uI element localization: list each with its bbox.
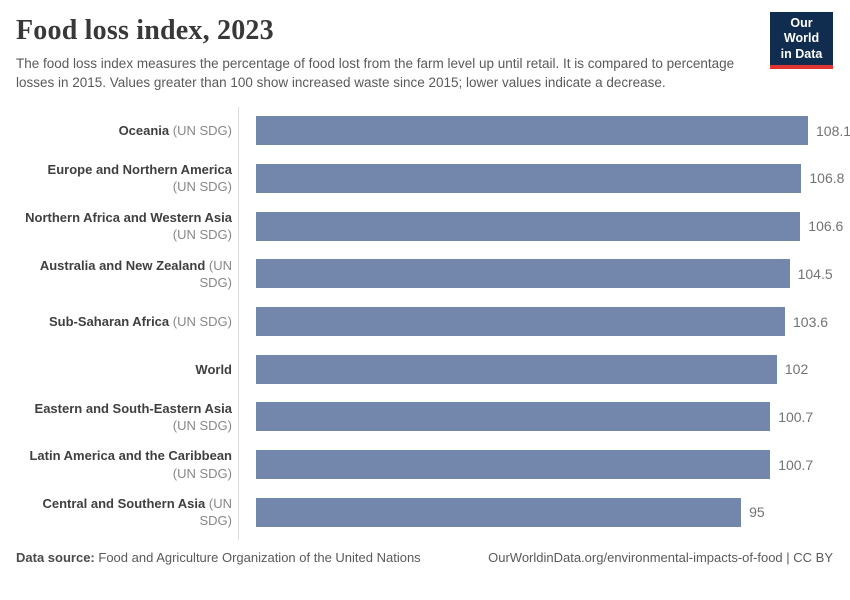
entity-label: Australia and New Zealand (UN SDG) [16, 257, 232, 291]
credit-link[interactable]: OurWorldinData.org/environmental-impacts… [488, 549, 833, 565]
bar-track: 100.7 [232, 402, 833, 432]
bar-track: 106.8 [232, 163, 845, 193]
bar-row: Australia and New Zealand (UN SDG) 104.5 [16, 250, 833, 298]
entity-label: Northern Africa and Western Asia (UN SDG) [16, 209, 232, 243]
entity-label: Central and Southern Asia (UN SDG) [16, 495, 232, 529]
value-label: 100.7 [778, 456, 814, 473]
bar-row: Northern Africa and Western Asia (UN SDG)… [16, 202, 843, 250]
bar-track: 104.5 [232, 259, 833, 289]
bar-track: 108.1 [232, 116, 850, 146]
entity-suffix: (UN SDG) [199, 496, 233, 529]
entity-label: Eastern and South-Eastern Asia (UN SDG) [16, 400, 232, 434]
bar[interactable] [256, 211, 801, 241]
entity-label: Latin America and the Caribbean (UN SDG) [16, 447, 232, 481]
entity-label: Europe and Northern America (UN SDG) [16, 161, 232, 195]
y-axis-line [238, 106, 239, 540]
bar-row: World 102 [16, 345, 833, 393]
entity-suffix: (UN SDG) [172, 417, 232, 433]
bar-track: 103.6 [232, 307, 833, 336]
entity-suffix: (UN SDG) [172, 313, 232, 329]
bar-rows: Oceania (UN SDG) 108.1 Europe and Northern… [16, 107, 850, 536]
data-source: Data source: Food and Agriculture Organi… [16, 550, 421, 565]
chart-footer: Data source: Food and Agriculture Organi… [16, 550, 833, 565]
value-label: 108.1 [816, 122, 850, 139]
bar-track: 106.6 [232, 211, 844, 241]
entity-name: Australia and New Zealand [39, 257, 206, 273]
owid-logo[interactable]: Our World in Data [770, 12, 833, 69]
entity-label: World [16, 361, 232, 378]
entity-name: World [195, 361, 232, 377]
chart-header: Food loss index, 2023 The food loss inde… [16, 12, 833, 92]
bar-track: 102 [232, 354, 833, 384]
value-label: 106.6 [808, 218, 844, 235]
bar-track: 95 [232, 497, 833, 527]
bar[interactable] [256, 163, 802, 193]
entity-suffix: (UN SDG) [172, 227, 232, 243]
bar[interactable] [256, 116, 808, 146]
entity-name: Central and Southern Asia [42, 496, 206, 512]
value-label: 106.8 [809, 170, 845, 187]
entity-label: Sub-Saharan Africa (UN SDG) [16, 313, 232, 330]
chart-area: Oceania (UN SDG) 108.1 Europe and Northern… [16, 106, 850, 540]
entity-label: Oceania (UN SDG) [16, 122, 232, 139]
owid-logo-line1: Our World [783, 16, 820, 46]
bar-row: Central and Southern Asia (UN SDG) 95 [16, 488, 833, 536]
bar[interactable] [256, 402, 771, 432]
bar[interactable] [256, 497, 742, 527]
data-source-label: Data source: [16, 549, 95, 565]
value-label: 104.5 [797, 265, 833, 282]
bar-track: 100.7 [232, 450, 833, 480]
bar-row: Eastern and South-Eastern Asia (UN SDG) 10… [16, 393, 833, 441]
entity-name: Eastern and South-Eastern Asia [34, 400, 232, 416]
bar[interactable] [256, 259, 790, 289]
owid-logo-line2: in Data [780, 46, 823, 61]
bar-row: Latin America and the Caribbean (UN SDG) 1… [16, 441, 833, 489]
value-label: 102 [784, 361, 809, 378]
entity-suffix: (UN SDG) [172, 179, 232, 195]
value-label: 100.7 [778, 408, 814, 425]
value-label: 103.6 [793, 313, 829, 330]
bar[interactable] [256, 354, 777, 384]
entity-name: Northern Africa and Western Asia [25, 209, 232, 225]
entity-suffix: (UN SDG) [172, 465, 232, 481]
data-source-text: Food and Agriculture Organization of the… [98, 549, 421, 565]
entity-name: Oceania [118, 123, 170, 139]
entity-suffix: (UN SDG) [199, 257, 233, 290]
bar-row: Oceania (UN SDG) 108.1 [16, 107, 850, 155]
chart-subtitle: The food loss index measures the percent… [16, 55, 735, 90]
bar-row: Sub-Saharan Africa (UN SDG) 103.6 [16, 298, 833, 346]
value-label: 95 [749, 504, 765, 521]
bar-row: Europe and Northern America (UN SDG) 106.8 [16, 155, 845, 203]
entity-suffix: (UN SDG) [172, 123, 232, 139]
bar[interactable] [256, 450, 771, 480]
entity-name: Europe and Northern America [47, 162, 232, 178]
bar[interactable] [256, 307, 785, 336]
chart-title: Food loss index, 2023 [16, 15, 274, 46]
entity-name: Sub-Saharan Africa [48, 313, 170, 329]
entity-name: Latin America and the Caribbean [29, 448, 232, 464]
